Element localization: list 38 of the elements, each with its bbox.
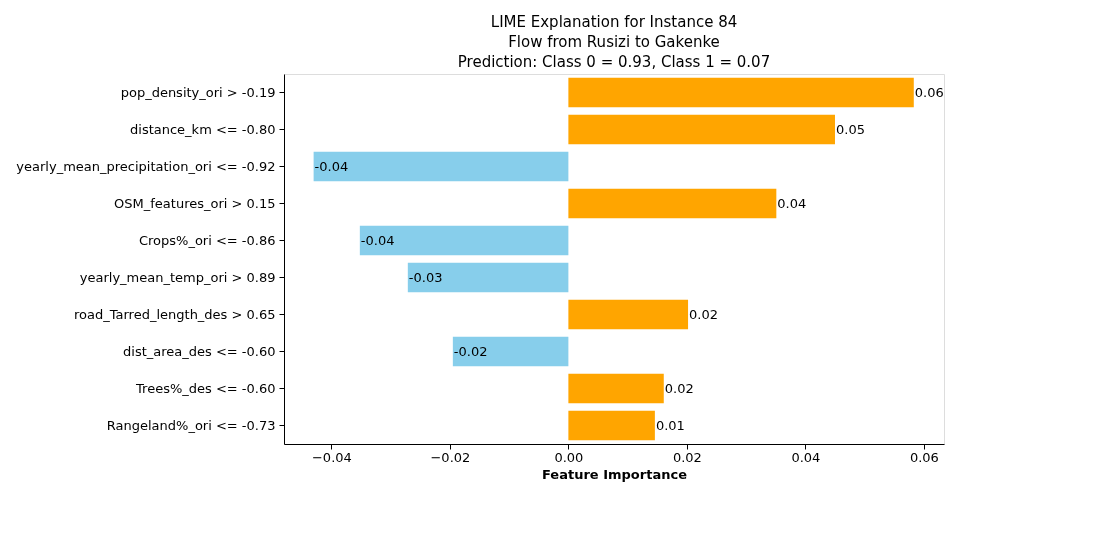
bar [452,336,569,367]
data-label: 0.05 [835,121,865,137]
bar [568,373,664,404]
y-tick-label: dist_area_des <= -0.60 [123,343,276,359]
x-axis-title: Feature Importance [542,466,688,482]
bar [568,299,689,330]
x-tick-label: 0.04 [791,449,821,465]
x-tick-label: 0.00 [554,449,584,465]
data-label: -0.04 [314,158,349,174]
bar [359,225,569,256]
x-tick-label: 0.02 [672,449,702,465]
bar [568,410,655,441]
x-tick-label: 0.06 [909,449,939,465]
y-tick-label: OSM_features_ori > 0.15 [114,195,276,211]
y-tick-label: Crops%_ori <= -0.86 [138,232,276,248]
y-tick-label: pop_density_ori > -0.19 [120,84,276,100]
data-label: 0.02 [689,306,719,322]
data-label: -0.02 [453,343,488,359]
y-tick-label: Trees%_des <= -0.60 [135,380,276,396]
data-label: -0.04 [360,232,395,248]
y-tick-label: Rangeland%_ori <= -0.73 [106,417,276,433]
data-label: -0.03 [408,269,443,285]
bar [407,262,569,293]
y-tick-label: distance_km <= -0.80 [130,121,276,137]
data-label: 0.02 [664,380,694,396]
bar [568,77,914,108]
y-tick-label: yearly_mean_precipitation_ori <= -0.92 [16,158,276,174]
bar [568,114,835,145]
data-label: 0.04 [777,195,807,211]
bar [313,151,569,182]
x-tick-label: −0.02 [430,449,471,465]
data-label: 0.06 [914,84,944,100]
y-tick-label: yearly_mean_temp_ori > 0.89 [79,269,276,285]
chart-title: LIME Explanation for Instance 84 Flow from Rusizi to Gakenke Prediction: Class 0 = 0.93, Class 1 = 0.07 [457,13,771,71]
y-tick-label: road_Tarred_length_des > 0.65 [74,306,276,322]
data-label: 0.01 [655,417,685,433]
x-tick-label: −0.04 [311,449,352,465]
bar [568,188,777,219]
